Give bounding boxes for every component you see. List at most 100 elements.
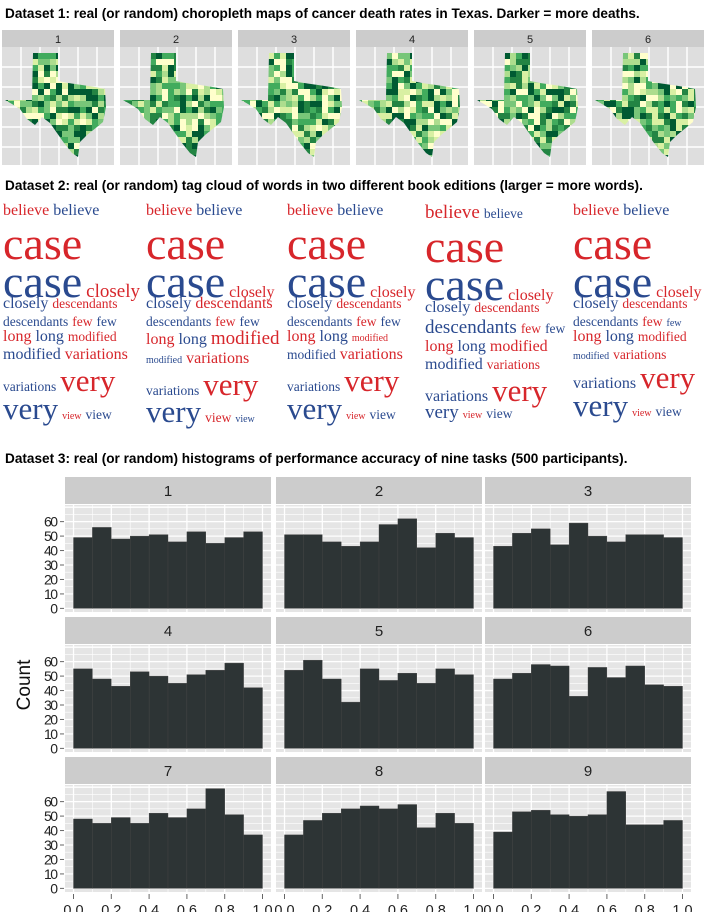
county bbox=[168, 107, 175, 114]
county bbox=[292, 113, 299, 120]
county bbox=[440, 83, 447, 90]
county bbox=[670, 119, 677, 126]
county bbox=[62, 113, 69, 120]
county bbox=[652, 107, 659, 114]
county bbox=[204, 83, 211, 90]
county bbox=[198, 89, 205, 96]
county bbox=[558, 101, 565, 108]
county bbox=[416, 101, 423, 108]
county bbox=[540, 137, 547, 144]
county bbox=[504, 65, 511, 72]
tag-word: view bbox=[369, 407, 396, 423]
county bbox=[180, 131, 187, 138]
county bbox=[32, 65, 39, 72]
tag-word: view bbox=[62, 411, 82, 423]
county bbox=[522, 107, 529, 114]
county bbox=[640, 77, 647, 84]
county bbox=[440, 113, 447, 120]
county bbox=[628, 113, 635, 120]
county bbox=[192, 95, 199, 102]
county bbox=[298, 113, 305, 120]
county bbox=[268, 59, 275, 66]
county bbox=[522, 119, 529, 126]
county bbox=[658, 107, 665, 114]
county bbox=[168, 83, 175, 90]
county bbox=[410, 83, 417, 90]
county bbox=[640, 113, 647, 120]
tag-word: very bbox=[344, 363, 400, 399]
tag-cloud-line: long long modified bbox=[3, 329, 144, 347]
county bbox=[334, 119, 341, 126]
tag-word: very bbox=[146, 394, 202, 430]
tag-word: view bbox=[486, 405, 513, 421]
y-tick-label: 60 bbox=[44, 654, 58, 670]
tag-cloud-line: modified variations bbox=[425, 356, 569, 375]
histogram-bar bbox=[130, 671, 150, 749]
histogram-bar bbox=[606, 541, 626, 609]
county bbox=[546, 89, 553, 96]
tag-cloud-line: very view view bbox=[146, 396, 284, 427]
county bbox=[150, 107, 157, 114]
county bbox=[682, 95, 689, 102]
county bbox=[434, 131, 441, 138]
county bbox=[446, 95, 453, 102]
county bbox=[404, 95, 411, 102]
county bbox=[44, 59, 51, 66]
county bbox=[422, 137, 429, 144]
tag-word: case bbox=[287, 255, 367, 307]
tag-word: descendants bbox=[195, 295, 273, 313]
county bbox=[404, 113, 411, 120]
county bbox=[528, 113, 535, 120]
county bbox=[552, 113, 559, 120]
county bbox=[74, 143, 81, 150]
county bbox=[186, 95, 193, 102]
county bbox=[558, 95, 565, 102]
tag-word: modified bbox=[351, 333, 389, 345]
county bbox=[274, 101, 281, 108]
county bbox=[138, 101, 145, 108]
county bbox=[292, 89, 299, 96]
county bbox=[386, 107, 393, 114]
histogram-bar bbox=[148, 812, 169, 889]
county bbox=[434, 107, 441, 114]
tag-word: very bbox=[640, 360, 696, 396]
county bbox=[156, 53, 163, 60]
map-strip-label: 3 bbox=[291, 34, 297, 46]
tag-word: believe bbox=[287, 202, 334, 219]
county bbox=[422, 119, 429, 126]
county bbox=[98, 113, 105, 120]
tag-word: variations bbox=[3, 379, 57, 395]
county bbox=[210, 125, 217, 132]
county bbox=[658, 119, 665, 126]
county bbox=[204, 113, 211, 120]
county bbox=[422, 131, 429, 138]
county bbox=[576, 101, 578, 108]
county bbox=[334, 101, 341, 108]
county bbox=[50, 95, 57, 102]
county bbox=[74, 131, 81, 138]
county bbox=[416, 125, 423, 132]
county bbox=[652, 95, 659, 102]
county bbox=[262, 107, 269, 114]
county bbox=[392, 113, 399, 120]
histogram-bar bbox=[531, 664, 551, 749]
county bbox=[570, 89, 577, 96]
y-tick-label: 40 bbox=[44, 543, 58, 559]
county bbox=[298, 107, 305, 114]
county bbox=[640, 107, 647, 114]
county bbox=[62, 83, 69, 90]
county bbox=[404, 77, 411, 84]
county bbox=[452, 107, 459, 114]
county bbox=[404, 59, 411, 66]
county bbox=[74, 89, 81, 96]
county bbox=[546, 137, 553, 144]
county bbox=[74, 155, 81, 157]
tag-word: long bbox=[287, 328, 316, 346]
tag-word: case bbox=[146, 255, 226, 307]
county bbox=[174, 95, 181, 102]
county bbox=[510, 83, 517, 90]
county bbox=[316, 113, 323, 120]
county bbox=[162, 77, 169, 84]
county bbox=[268, 107, 275, 114]
county bbox=[640, 59, 647, 66]
